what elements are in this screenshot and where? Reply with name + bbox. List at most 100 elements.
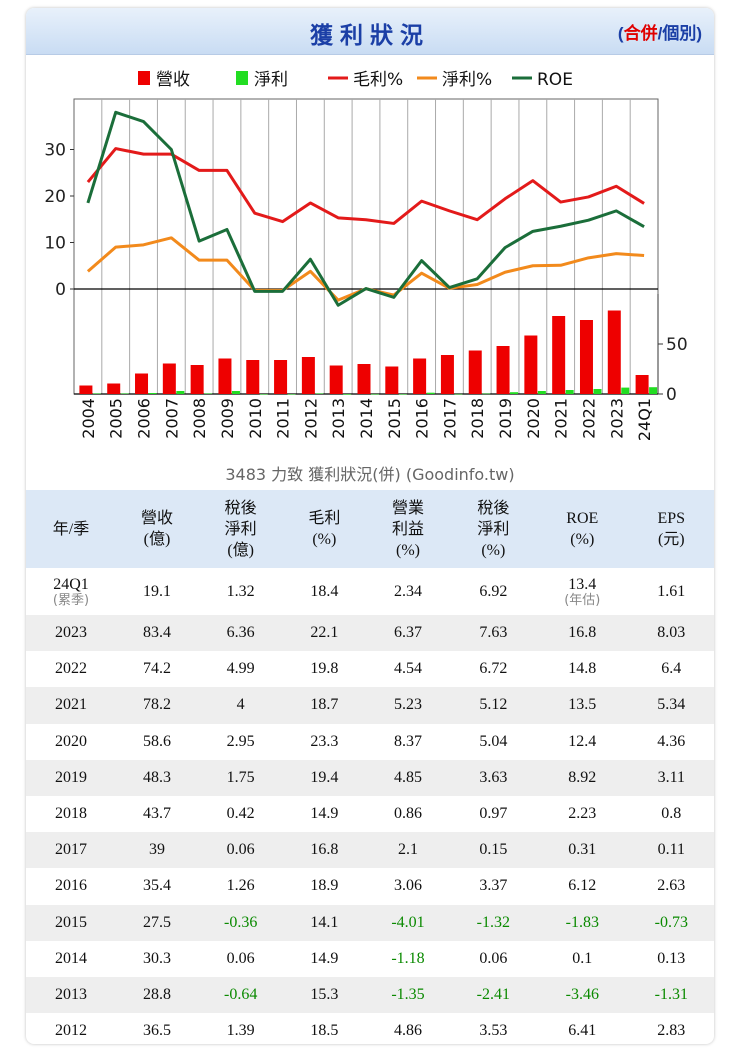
cell-period: 2014 (26, 941, 116, 977)
cell-value: 0.42 (226, 805, 255, 823)
x-tick-label: 2014 (357, 398, 376, 439)
plot-frame (73, 98, 659, 395)
cell-net-income: 0.06 (198, 941, 283, 977)
cell-operating-margin: 3.06 (365, 868, 450, 904)
cell-roe: 0.31 (536, 832, 629, 869)
profit-table: 年/季 營收 (億) 稅後 淨利 (億) 毛利 (%) 營業 利益 (%) 稅後 淨利 (%) ROE (%)… (26, 490, 714, 1044)
cell-period: 2022 (26, 651, 116, 687)
cell-value: -4.01 (391, 913, 425, 931)
cell-value: 14.9 (310, 805, 339, 823)
cell-revenue: 83.4 (116, 615, 198, 652)
cell-period: 2015 (26, 904, 116, 941)
cell-operating-margin: -1.18 (365, 941, 450, 977)
cell-roe: 2.23 (536, 796, 629, 832)
cell-value: 6.37 (393, 624, 422, 642)
lower-axis-tick-label: 50 (666, 335, 688, 355)
cell-value: -1.83 (565, 913, 599, 931)
legend-swatch (236, 71, 248, 85)
net-income-bar (259, 394, 268, 395)
line-gross-margin (86, 147, 645, 225)
cell-operating-margin: 8.37 (365, 724, 450, 760)
cell-value: 1.39 (226, 1022, 255, 1040)
cell-value: 0.1 (572, 949, 593, 967)
cell-value: 0.06 (479, 949, 508, 967)
cell-value: 2.95 (226, 732, 255, 750)
table-row: 2015 27.5 -0.36 14.1 -4.01 -1.32 -1.83 -0.73 (26, 904, 714, 941)
header-gross-margin: 毛利 (%) (283, 490, 366, 568)
cell-gross-margin: 22.1 (283, 615, 366, 652)
cell-value: 12.4 (568, 732, 597, 750)
cell-value: 19.4 (310, 768, 339, 786)
cell-gross-margin: 18.7 (283, 687, 366, 724)
cell-value: 0.15 (479, 841, 508, 859)
cell-value: 3.06 (393, 877, 422, 895)
cell-net-income: -0.64 (197, 976, 284, 1014)
table-header-row: 年/季 營收 (億) 稅後 淨利 (億) 毛利 (%) 營業 利益 (%) 稅後 淨利 (%) ROE (%)… (26, 490, 714, 568)
upper-axis-tick-label: 10 (44, 234, 66, 254)
cell-revenue: 58.6 (116, 724, 198, 760)
cell-net-income: 1.39 (198, 1013, 283, 1044)
cell-value: 5.04 (479, 732, 508, 750)
cell-revenue: 30.3 (116, 941, 198, 977)
header-revenue: 營收 (億) (116, 490, 198, 568)
cell-value: 4 (236, 696, 245, 714)
cell-eps: 0.13 (629, 941, 714, 977)
cell-value: 8.37 (393, 732, 422, 750)
cell-value: 2015 (55, 913, 87, 931)
cell-gross-margin: 15.3 (283, 976, 366, 1014)
cell-net-income: 1.75 (197, 759, 284, 796)
cell-note: (累季) (52, 593, 90, 608)
table-row: 2013 28.8 -0.64 15.3 -1.35 -2.41 -3.46 -1.31 (26, 976, 714, 1014)
cell-value: 30.3 (142, 949, 171, 967)
net-income-bar (649, 387, 658, 394)
cell-net-income: 2.95 (198, 724, 283, 760)
consolidated-link[interactable]: 合併 (623, 24, 658, 43)
cell-eps: 5.34 (628, 687, 714, 724)
net-income-bar (426, 392, 435, 394)
upper-axis-tick-label: 20 (44, 187, 66, 207)
cell-value: -1.32 (476, 913, 510, 931)
legend-label: 毛利% (353, 70, 403, 90)
cell-value: 39 (148, 841, 165, 859)
revenue-bar (190, 365, 204, 394)
net-income-bar (120, 393, 129, 394)
cell-net-margin: 0.97 (451, 796, 536, 832)
net-income-bar (92, 393, 101, 394)
cell-value: 6.92 (479, 582, 508, 600)
cell-value: 2.34 (393, 582, 422, 600)
x-tick-label: 2020 (524, 398, 543, 439)
cell-net-margin: 5.04 (451, 724, 536, 760)
cell-gross-margin: 14.1 (283, 904, 366, 941)
net-income-bar (176, 391, 185, 394)
cell-net-income: 0.06 (197, 832, 284, 869)
table-row: 2020 58.6 2.95 23.3 8.37 5.04 12.4 4.36 (26, 724, 714, 760)
x-tick-label: 2005 (107, 398, 126, 439)
individual-link[interactable]: 個別 (662, 24, 697, 43)
table-row: 2023 83.4 6.36 22.1 6.37 7.63 16.8 8.03 (26, 615, 714, 652)
cell-value: 18.5 (310, 1022, 339, 1040)
net-income-bar (287, 394, 296, 395)
cell-value: 4.36 (657, 732, 686, 750)
cell-net-margin: 0.15 (450, 832, 536, 869)
cell-value: 22.1 (310, 624, 339, 642)
header-operating-margin: 營業 利益 (%) (365, 490, 451, 568)
header-text: (億) (143, 531, 171, 548)
revenue-bar (135, 373, 149, 394)
cell-value: 2020 (55, 732, 87, 750)
panel-header: 獲利狀況 (合併/個別) (26, 8, 714, 55)
cell-roe: 16.8 (536, 615, 629, 652)
table-row: 2018 43.7 0.42 14.9 0.86 0.97 2.23 0.8 (26, 796, 714, 832)
header-text: 營收 (140, 510, 173, 527)
cell-period: 2023 (26, 615, 116, 652)
net-income-bar (537, 391, 546, 394)
line-roe (86, 110, 645, 307)
cell-value: 2.1 (397, 841, 418, 859)
table-row: 2014 30.3 0.06 14.9 -1.18 0.06 0.1 0.13 (26, 941, 714, 977)
revenue-bar (468, 350, 482, 394)
header-net-margin: 稅後 淨利 (%) (450, 490, 536, 568)
cell-value: 2.83 (657, 1022, 686, 1040)
cell-value: -0.64 (223, 985, 258, 1003)
cell-value: 2013 (55, 985, 87, 1003)
cell-value: 3.63 (479, 768, 508, 786)
header-roe: ROE (%) (536, 490, 629, 568)
